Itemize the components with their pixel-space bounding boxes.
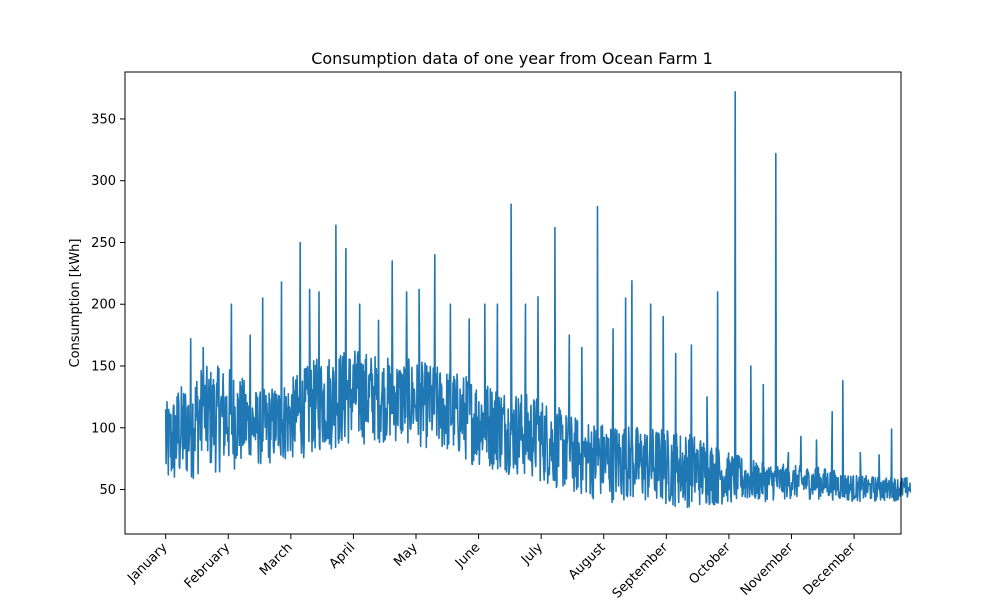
series-line (164, 91, 912, 508)
plot-frame (124, 71, 902, 535)
y-axis-label: Consumption [kWh] (68, 239, 83, 368)
y-tick-label: 250 (91, 236, 116, 251)
y-tick-label: 300 (91, 174, 116, 189)
y-tick-label: 150 (91, 360, 116, 375)
y-axis: 50 100 150 200 250 300 350 (91, 112, 125, 498)
y-tick-label: 200 (91, 298, 116, 313)
y-tick-label: 350 (91, 112, 116, 127)
y-tick-label: 100 (91, 421, 116, 436)
y-tick-label: 50 (99, 483, 116, 498)
chart-title: Consumption data of one year from Ocean … (311, 49, 713, 68)
plot-area (164, 91, 912, 508)
